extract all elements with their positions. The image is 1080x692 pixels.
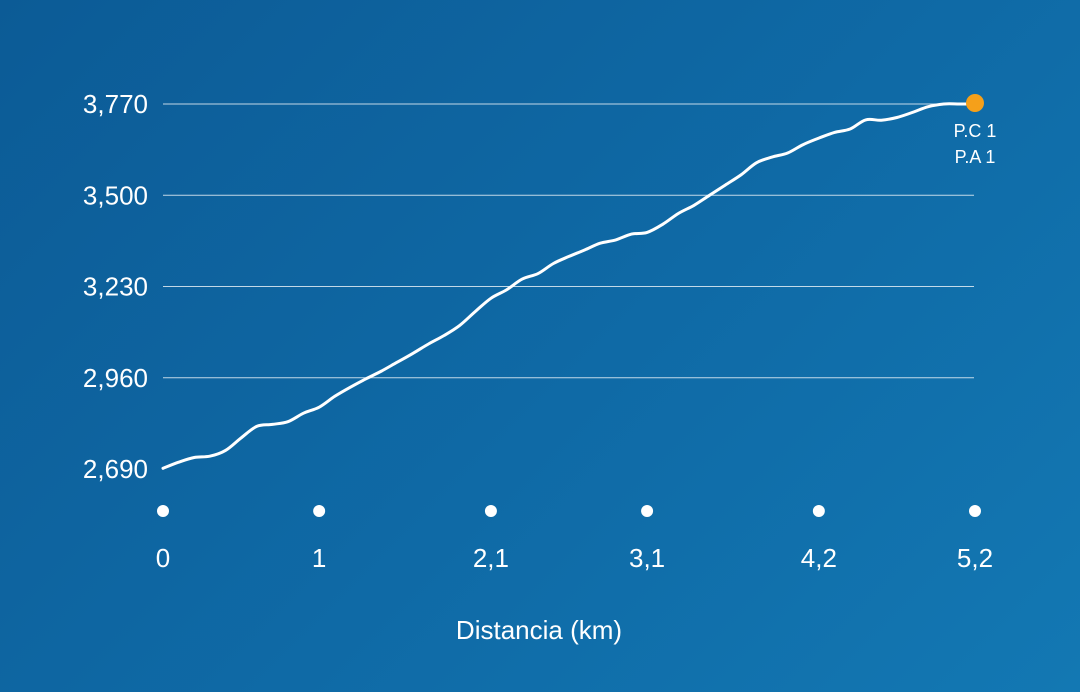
summit-marker — [966, 94, 984, 112]
x-tick-dot — [969, 505, 981, 517]
y-tick-label: 2,690 — [83, 454, 148, 484]
marker-label-pc: P.C 1 — [954, 121, 997, 141]
x-axis-ticks: 0 1 2,1 3,1 4,2 5,2 — [156, 543, 993, 573]
x-axis-dots — [157, 505, 981, 517]
x-tick-label: 3,1 — [629, 543, 665, 573]
x-tick-dot — [641, 505, 654, 517]
marker-label-pa: P.A 1 — [955, 147, 996, 167]
y-tick-label: 3,500 — [83, 180, 148, 210]
x-tick-dot — [484, 505, 497, 517]
elevation-line — [161, 102, 977, 470]
y-tick-label: 3,770 — [83, 89, 148, 119]
x-tick-label: 4,2 — [801, 543, 837, 573]
x-tick-dot — [313, 505, 326, 517]
x-tick-label: 1 — [312, 543, 326, 573]
x-axis-title: Distancia (km) — [456, 615, 622, 645]
x-tick-label: 5,2 — [957, 543, 993, 573]
y-tick-label: 3,230 — [83, 272, 148, 302]
y-axis-ticks: 2,690 2,960 3,230 3,500 3,770 — [83, 89, 148, 484]
x-tick-dot — [157, 505, 169, 517]
x-tick-label: 2,1 — [473, 543, 509, 573]
grid-lines — [163, 103, 974, 379]
y-tick-label: 2,960 — [83, 363, 148, 393]
x-tick-label: 0 — [156, 543, 170, 573]
x-tick-dot — [812, 505, 825, 517]
